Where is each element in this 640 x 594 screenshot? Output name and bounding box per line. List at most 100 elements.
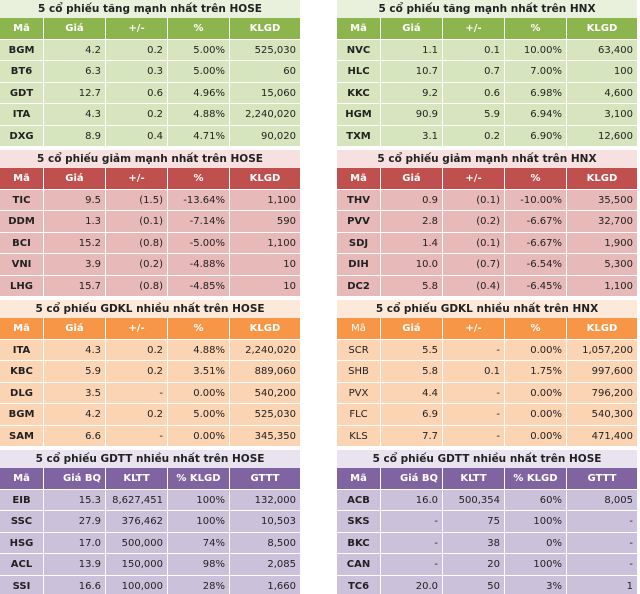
- value-cell: 100: [613, 66, 633, 77]
- header-cell: +/-: [443, 18, 505, 39]
- value-cell: -10.00%: [505, 189, 567, 210]
- value-cell: 796,200: [591, 387, 633, 399]
- value-cell: -: [381, 554, 443, 575]
- value-cell: 4.3: [44, 339, 106, 360]
- value-cell: 7.7: [381, 425, 443, 446]
- value-cell: 32,700: [598, 216, 633, 227]
- table-row: TIC 9.5 (1.5) -13.64% 1,100: [0, 189, 300, 211]
- value-cell: 0.00%: [505, 404, 567, 425]
- value-cell: -: [443, 339, 505, 360]
- table-row: HLC 10.7 0.7 7.00% 100: [337, 61, 637, 83]
- value-cell: 12.7: [44, 82, 106, 103]
- value-cell: 6.3: [44, 61, 106, 82]
- value-cell: 1,900: [604, 237, 633, 249]
- value-cell: (1.5): [106, 189, 168, 210]
- panel-top-gainers-hnx: 5 cổ phiếu tăng mạnh nhất trên HNX Mã Gi…: [337, 0, 637, 147]
- header-cell: Giá BQ: [381, 468, 443, 489]
- table-row: ACL 13.9 150,000 98% 2,085: [0, 554, 300, 576]
- value-cell: 500,000: [106, 532, 168, 553]
- ticker-cell: NVC: [337, 39, 381, 60]
- table-row: KLS 7.7-0.00% 471,400: [337, 425, 637, 447]
- panel-top-losers-hose: 5 cổ phiếu giảm mạnh nhất trên HOSE Mã G…: [0, 150, 300, 297]
- table-row: ITA 4.3 0.2 4.88% 2,240,020: [0, 104, 300, 126]
- table-header: Mã Giá BQ KLTT % KLGD GTTT: [0, 468, 300, 490]
- value-cell: -: [629, 559, 633, 570]
- value-cell: 1.75%: [505, 361, 567, 382]
- header-cell: % KLGD: [505, 468, 567, 489]
- value-cell: 5,300: [604, 259, 633, 270]
- table-row: SCR 5.5-0.00% 1,057,200: [337, 339, 637, 361]
- value-cell: 8,627,451: [106, 489, 168, 510]
- ticker-cell: SDJ: [337, 232, 381, 253]
- value-cell: 15.3: [44, 489, 106, 510]
- header-cell: KLTT: [106, 468, 168, 489]
- value-cell: 35,500: [598, 194, 633, 206]
- value-cell: 1.3: [44, 211, 106, 232]
- table-row: SDJ 1.4 (0.1) -6.67% 1,900: [337, 232, 637, 254]
- value-cell: 3.1: [381, 125, 443, 146]
- ticker-cell: ACB: [337, 489, 381, 510]
- table-row: TC6 20.0 50 3% 1: [337, 575, 637, 594]
- ticker-cell: BCI: [0, 232, 44, 253]
- ticker-cell: SSI: [0, 575, 44, 594]
- value-cell: 10: [283, 280, 296, 292]
- ticker-cell: SAM: [0, 425, 44, 446]
- table-body: BGM 4.2 0.2 5.00% 525,030 BT6 6.3 0.3 5.00% 60 G…: [0, 39, 300, 147]
- value-cell: 17.0: [44, 532, 106, 553]
- table-header: Mã Giá +/- % KLGD: [337, 168, 637, 190]
- table-row: BGM 4.2 0.2 5.00% 525,030: [0, 39, 300, 61]
- header-cell: Giá: [44, 318, 106, 339]
- table-row: NVC 1.1 0.1 10.00% 63,400: [337, 39, 637, 61]
- value-cell: 8,005: [604, 494, 633, 506]
- value-cell: 1.1: [381, 39, 443, 60]
- ticker-cell: BGM: [0, 39, 44, 60]
- value-cell: 4.88%: [168, 104, 230, 125]
- ticker-cell: TC6: [337, 575, 381, 594]
- value-cell: 100%: [505, 511, 567, 532]
- table-body: THV 0.9 (0.1) -10.00% 35,500 PVV 2.8 (0.2) -6.6…: [337, 189, 637, 297]
- header-cell: +/-: [106, 18, 168, 39]
- ticker-cell: PVV: [337, 211, 381, 232]
- value-cell: 0.2: [106, 361, 168, 382]
- table-row: ITA 4.3 0.2 4.88% 2,240,020: [0, 339, 300, 361]
- value-cell: 5.8: [381, 361, 443, 382]
- header-cell: Mã: [0, 168, 44, 189]
- header-cell: Giá: [381, 318, 443, 339]
- header-cell: Mã: [0, 318, 44, 339]
- table-body: NVC 1.1 0.1 10.00% 63,400 HLC 10.7 0.7 7.00% 100…: [337, 39, 637, 147]
- table-header: Mã Giá BQ KLTT % KLGD GTTT: [337, 468, 637, 490]
- value-cell: 100,000: [106, 575, 168, 594]
- value-cell: 1,100: [604, 280, 633, 292]
- value-cell: -5.00%: [168, 232, 230, 253]
- value-cell: 1,100: [267, 194, 296, 206]
- header-cell: %: [505, 318, 567, 339]
- value-cell: 13.9: [44, 554, 106, 575]
- ticker-cell: FLC: [337, 404, 381, 425]
- header-cell: Giá: [44, 168, 106, 189]
- ticker-cell: PVX: [337, 382, 381, 403]
- panel-top-block-trades-hnx: 5 cổ phiếu GDTT nhiều nhất trên HOSE Mã …: [337, 450, 637, 594]
- value-cell: 471,400: [591, 430, 633, 442]
- value-cell: 0.00%: [168, 382, 230, 403]
- table-row: SHB 5.8 0.1 1.75% 997,600: [337, 361, 637, 383]
- value-cell: 3.51%: [168, 361, 230, 382]
- header-cell: Giá: [381, 18, 443, 39]
- panel-title: 5 cổ phiếu giảm mạnh nhất trên HOSE: [0, 150, 300, 168]
- table-body: SCR 5.5-0.00% 1,057,200 SHB 5.8 0.1 1.75% 997,…: [337, 339, 637, 447]
- header-cell: Mã: [0, 468, 44, 489]
- header-cell: KLGD: [586, 323, 618, 334]
- value-cell: 5.00%: [168, 39, 230, 60]
- table-row: TXM 3.1 0.2 6.90% 12,600: [337, 125, 637, 147]
- table-row: DIH 10.0 (0.7) -6.54% 5,300: [337, 254, 637, 276]
- value-cell: (0.2): [443, 211, 505, 232]
- value-cell: 100%: [505, 554, 567, 575]
- value-cell: 9.2: [381, 82, 443, 103]
- value-cell: -: [106, 382, 168, 403]
- value-cell: 63,400: [598, 44, 633, 56]
- ticker-cell: KBC: [0, 361, 44, 382]
- header-cell: %: [168, 168, 230, 189]
- header-cell: GTTT: [250, 473, 280, 484]
- value-cell: -: [629, 537, 633, 549]
- value-cell: 5.5: [381, 339, 443, 360]
- value-cell: 0.2: [443, 125, 505, 146]
